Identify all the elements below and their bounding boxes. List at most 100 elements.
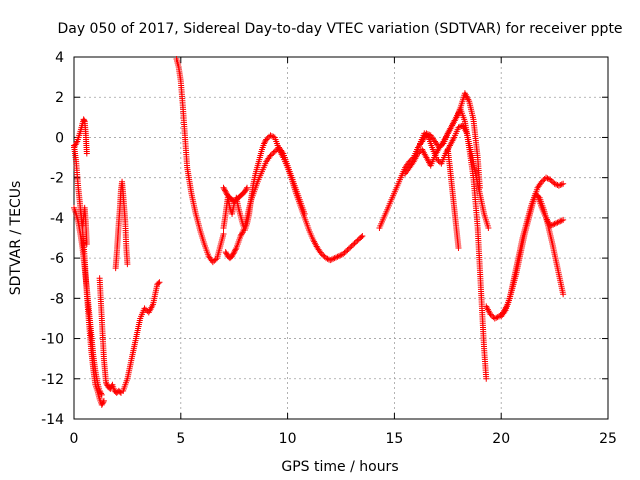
y-tick-label: -14 <box>41 412 64 428</box>
data-point <box>558 181 565 188</box>
data-point <box>331 255 338 262</box>
series-track-k <box>220 184 251 205</box>
data-point <box>347 244 354 251</box>
y-tick-label: 2 <box>55 90 64 106</box>
x-tick-label: 0 <box>70 431 79 447</box>
data-point <box>323 255 330 262</box>
data-point <box>540 177 547 184</box>
data-point <box>124 261 131 268</box>
data-point <box>455 245 462 252</box>
x-tick-label: 15 <box>385 431 403 447</box>
data-point <box>543 174 550 181</box>
x-tick-label: 5 <box>176 431 185 447</box>
data-point <box>212 256 219 263</box>
data-point <box>334 253 341 260</box>
data-point <box>553 181 560 188</box>
series-track-e <box>96 275 124 396</box>
data-point <box>488 312 495 319</box>
data-point <box>342 248 349 255</box>
data-point <box>81 117 88 124</box>
data-point <box>223 250 230 257</box>
data-point <box>554 219 561 226</box>
data-point <box>98 391 105 398</box>
data-point <box>548 178 555 185</box>
data-point <box>318 251 325 258</box>
data-point <box>141 305 148 312</box>
data-point <box>538 178 545 185</box>
data-point <box>267 152 274 159</box>
data-point <box>263 136 270 143</box>
data-point <box>244 184 251 191</box>
data-point <box>232 246 239 253</box>
y-tick-label: 0 <box>55 130 64 146</box>
data-point <box>243 186 250 193</box>
y-tick-label: -2 <box>50 171 64 187</box>
data-point <box>487 311 494 318</box>
data-points <box>71 56 567 408</box>
data-point <box>268 133 275 140</box>
data-point <box>100 397 107 404</box>
series-track-b <box>71 142 107 408</box>
data-point <box>231 247 238 254</box>
data-point <box>230 250 237 257</box>
data-point <box>348 243 355 250</box>
data-point <box>221 187 228 194</box>
x-tick-label: 20 <box>492 431 510 447</box>
data-point <box>547 222 554 229</box>
data-point <box>555 182 562 189</box>
data-point <box>103 379 110 386</box>
data-point <box>351 240 358 247</box>
data-point <box>350 241 357 248</box>
data-point <box>533 192 540 199</box>
data-point <box>238 231 245 238</box>
data-point <box>434 156 441 163</box>
data-point <box>340 251 347 258</box>
series-track-i <box>220 132 366 264</box>
data-point <box>261 139 268 146</box>
data-point <box>491 315 498 322</box>
data-point <box>324 255 331 262</box>
data-point <box>142 306 149 313</box>
data-point <box>414 150 421 157</box>
data-point <box>83 241 90 248</box>
data-point <box>327 257 334 264</box>
data-point <box>100 399 107 406</box>
data-point <box>211 257 218 264</box>
data-point <box>267 132 274 139</box>
series-track-h <box>173 56 227 266</box>
data-point <box>550 221 557 228</box>
data-point <box>352 239 359 246</box>
data-point <box>320 252 327 259</box>
data-point <box>239 230 246 237</box>
x-tick-label: 10 <box>279 431 297 447</box>
data-point <box>220 230 227 237</box>
data-point <box>483 375 490 382</box>
data-point <box>421 130 428 137</box>
data-point <box>345 245 352 252</box>
data-point <box>547 176 554 183</box>
data-point <box>116 388 123 395</box>
series-track-a <box>71 116 90 157</box>
series-track-q <box>498 190 567 320</box>
data-point <box>328 256 335 263</box>
data-point <box>242 187 249 194</box>
data-point <box>335 253 342 260</box>
data-point <box>358 233 365 240</box>
data-point <box>155 280 162 287</box>
data-point <box>485 224 492 231</box>
series-track-j <box>222 144 308 262</box>
tick-layer: 0 5 10 15 20 25 -14 -12 -10 -8 -6 -4 -2 0 2 4 <box>41 50 617 447</box>
data-point <box>424 133 431 140</box>
data-point <box>98 401 105 408</box>
data-point <box>551 180 558 187</box>
y-tick-label: -12 <box>41 372 64 388</box>
data-point <box>558 217 565 224</box>
data-point <box>261 140 268 147</box>
data-point <box>241 188 248 195</box>
data-point <box>229 251 236 258</box>
series-track-r <box>534 192 567 229</box>
data-point <box>209 259 216 266</box>
data-point <box>493 314 500 321</box>
x-tick-label: 25 <box>599 431 617 447</box>
data-point <box>221 186 228 193</box>
